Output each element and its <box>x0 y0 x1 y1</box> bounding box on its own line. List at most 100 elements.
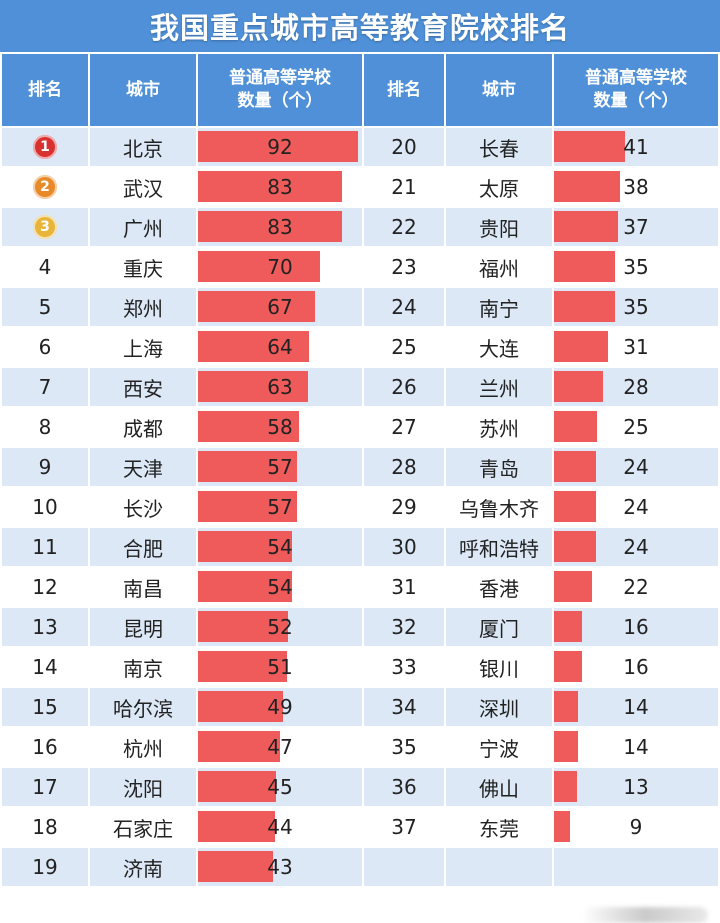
bar-沈阳 <box>198 771 276 802</box>
city-label: 宁波 <box>479 736 519 761</box>
value-label: 24 <box>623 455 649 479</box>
city-label: 兰州 <box>479 376 519 401</box>
city-label: 太原 <box>479 176 519 201</box>
row-background <box>446 848 552 886</box>
row-background <box>554 848 718 886</box>
city-label: 大连 <box>479 336 519 361</box>
value-label: 44 <box>267 815 293 839</box>
rank-label: 18 <box>32 815 58 839</box>
city-label: 长沙 <box>123 496 163 521</box>
rank-label: 31 <box>391 575 417 599</box>
value-label: 24 <box>623 495 649 519</box>
rank-label: 22 <box>391 215 417 239</box>
city-label: 深圳 <box>479 696 519 721</box>
rank-label: 23 <box>391 255 417 279</box>
rank-label: 34 <box>391 695 417 719</box>
rank-label: 8 <box>38 415 52 439</box>
rank-label: 10 <box>32 495 58 519</box>
city-label: 武汉 <box>123 176 163 201</box>
value-label: 45 <box>267 775 293 799</box>
row-background <box>90 808 196 846</box>
row-background <box>2 288 88 326</box>
value-label: 52 <box>267 615 293 639</box>
bar-北京 <box>198 131 358 162</box>
value-label: 64 <box>267 335 293 359</box>
value-label: 31 <box>623 335 649 359</box>
value-label: 49 <box>267 695 293 719</box>
city-label: 乌鲁木齐 <box>459 496 539 521</box>
value-label: 14 <box>623 735 649 759</box>
value-label: 9 <box>629 815 643 839</box>
city-label: 银川 <box>479 656 519 681</box>
row-background <box>364 568 444 606</box>
row-background <box>2 768 88 806</box>
rank-medal-icon: 3 <box>33 215 57 239</box>
city-label: 北京 <box>123 136 163 161</box>
row-background <box>2 608 88 646</box>
row-background <box>364 208 444 246</box>
rank-label: 26 <box>391 375 417 399</box>
chart-title: 我国重点城市高等教育院校排名 <box>149 11 570 45</box>
row-background <box>446 528 552 566</box>
row-background <box>90 848 196 886</box>
row-background <box>364 368 444 406</box>
row-background <box>90 488 196 526</box>
value-label: 41 <box>623 135 649 159</box>
rank-label: 7 <box>38 375 52 399</box>
row-background <box>554 728 718 766</box>
ranking-table: 排名 城市 普通高等学校 数量（个） 排名 城市 普通高等学校 数量（个） 1 北… <box>2 52 718 923</box>
city-label: 厦门 <box>479 616 519 641</box>
header-rank-left: 排名 <box>2 54 88 126</box>
rank-label: 11 <box>32 535 58 559</box>
row-background <box>90 768 196 806</box>
row-background <box>554 768 718 806</box>
row-background <box>90 608 196 646</box>
row-background <box>90 728 196 766</box>
rank-label: 17 <box>32 775 58 799</box>
rank-label: 30 <box>391 535 417 559</box>
bar-南宁 <box>554 291 615 322</box>
bar-昆明 <box>198 611 288 642</box>
value-label: 24 <box>623 535 649 559</box>
value-label: 54 <box>267 575 293 599</box>
value-label: 57 <box>267 455 293 479</box>
rank-label: 35 <box>391 735 417 759</box>
rank-label: 14 <box>32 655 58 679</box>
row-background <box>446 728 552 766</box>
city-label: 贵阳 <box>479 216 519 241</box>
value-label: 63 <box>267 375 293 399</box>
row-background <box>90 288 196 326</box>
bar-济南 <box>198 851 273 882</box>
row-background <box>90 128 196 166</box>
city-label: 昆明 <box>123 616 163 641</box>
value-label: 43 <box>267 855 293 879</box>
rank-label: 5 <box>38 295 52 319</box>
bar-南京 <box>198 651 287 682</box>
row-background <box>446 568 552 606</box>
rank-label: 21 <box>391 175 417 199</box>
value-label: 16 <box>623 615 649 639</box>
row-background <box>364 288 444 326</box>
row-background <box>364 848 444 886</box>
city-label: 南宁 <box>479 296 519 321</box>
row-background <box>364 688 444 726</box>
rank-label: 6 <box>38 335 52 359</box>
rank-label: 29 <box>391 495 417 519</box>
value-label: 47 <box>267 735 293 759</box>
row-background <box>90 528 196 566</box>
row-background <box>2 688 88 726</box>
title-bar: 我国重点城市高等教育院校排名 <box>0 0 720 52</box>
row-background <box>554 688 718 726</box>
row-background <box>364 528 444 566</box>
value-label: 14 <box>623 695 649 719</box>
city-label: 东莞 <box>479 816 519 841</box>
row-background <box>446 328 552 366</box>
value-label: 13 <box>623 775 649 799</box>
row-background <box>446 808 552 846</box>
value-label: 28 <box>623 375 649 399</box>
header-count-line2: 数量（个） <box>593 91 679 111</box>
value-label: 37 <box>623 215 649 239</box>
city-label: 沈阳 <box>123 776 163 801</box>
bar-广州 <box>198 211 342 242</box>
